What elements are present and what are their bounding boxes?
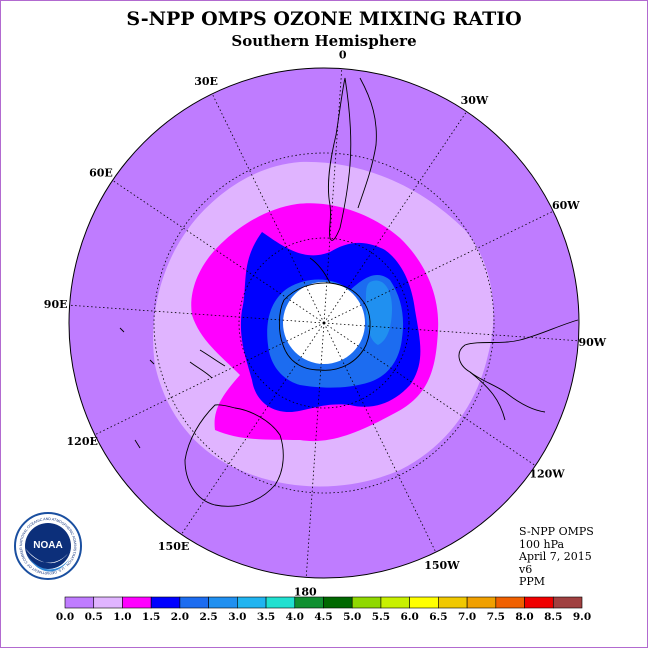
- colorbar-tick-label: 2.5: [199, 611, 217, 623]
- colorbar-swatch: [179, 596, 209, 609]
- colorbar-tick-label: 9.0: [573, 611, 591, 623]
- latitude-grid: [153, 152, 495, 494]
- colorbar-tick-label: 5.0: [343, 611, 361, 623]
- longitude-label: 30E: [194, 75, 218, 88]
- meridian-line: [323, 322, 437, 553]
- south-pole-marker: [322, 321, 326, 325]
- colorbar-tick-label: 1.0: [113, 611, 131, 623]
- meridian-line: [323, 210, 554, 324]
- colorbar-tick-label: 8.0: [515, 611, 533, 623]
- longitude-grid: [69, 68, 579, 578]
- colorbar-swatch: [150, 596, 181, 609]
- longitude-label: 90E: [44, 298, 68, 311]
- meridian-line: [94, 322, 325, 436]
- meridian-line: [305, 322, 325, 578]
- colorbar-swatch: [524, 596, 554, 609]
- coastlines: [119, 77, 579, 507]
- colorbar-tick-label: 4.5: [314, 611, 332, 623]
- colorbar-tick-label: 0.5: [85, 611, 103, 623]
- noaa-logo-ring-text: NATIONAL OCEANIC AND ATMOSPHERIC ADMINIS…: [0, 0, 77, 575]
- colorbar-tick-label: 4.0: [286, 611, 304, 623]
- pressure-level: 100 hPa: [519, 537, 565, 551]
- colorbar-tick-label: 2.0: [171, 611, 189, 623]
- noaa-logo: NOAA NATIONAL OCEANIC AND ATMOSPHERIC AD…: [0, 0, 82, 580]
- longitude-label: 0: [339, 49, 347, 62]
- colorbar-swatch: [208, 596, 238, 609]
- longitude-labels: 90W 60W 30W 0 30E 60E 90E 120E 150E 180 150W 120W: [44, 49, 607, 599]
- colorbar-tick-label: 6.5: [429, 611, 447, 623]
- colorbar-tick-label: 5.5: [372, 611, 390, 623]
- meridian-line: [69, 304, 325, 324]
- colorbar-swatch: [294, 596, 324, 609]
- colorbar-tick-label: 7.5: [487, 611, 505, 623]
- colorbar-swatch: [237, 596, 267, 609]
- svg-text:NATIONAL OCEANIC AND ATMOSPHER: NATIONAL OCEANIC AND ATMOSPHERIC ADMINIS…: [0, 0, 77, 575]
- colorbar-tick-label: 8.5: [544, 611, 562, 623]
- colorbar-tick-label: 3.0: [228, 611, 246, 623]
- meridian-line: [211, 93, 325, 324]
- colorbar-swatch: [351, 596, 382, 609]
- colorbar: 0.0 0.5 1.0 1.5 2.0 2.5 3.0 3.5 4.0 4.5 5.0 5.5 6.0 6…: [56, 596, 591, 623]
- meridian-line: [323, 322, 579, 342]
- longitude-label: 150E: [158, 540, 189, 553]
- observation-date: April 7, 2015: [519, 550, 592, 563]
- colorbar-tick-label: 7.0: [458, 611, 476, 623]
- units: PPM: [519, 575, 546, 588]
- meridian-line: [323, 111, 467, 324]
- longitude-label: 120E: [67, 435, 98, 448]
- colorbar-swatch: [552, 596, 583, 609]
- colorbar-swatch: [64, 596, 95, 609]
- map-subtitle: Southern Hemisphere: [231, 32, 417, 50]
- colorbar-swatch: [93, 596, 123, 609]
- map-title: S-NPP OMPS OZONE MIXING RATIO: [126, 8, 522, 30]
- colorbar-swatch: [466, 596, 497, 609]
- colorbar-tick-label: 1.5: [142, 611, 160, 623]
- longitude-label: 60W: [552, 199, 580, 212]
- instrument-name: S-NPP OMPS: [519, 525, 594, 538]
- map-info: S-NPP OMPS 100 hPa April 7, 2015 v6 PPM: [519, 525, 594, 589]
- colorbar-swatch: [323, 596, 353, 609]
- colorbar-swatch: [122, 596, 152, 609]
- longitude-label: 90W: [579, 336, 607, 349]
- meridian-line: [323, 322, 536, 466]
- meridian-line: [112, 180, 325, 324]
- colorbar-swatch: [409, 596, 439, 609]
- colorbar-swatch: [380, 596, 410, 609]
- meridian-line: [181, 322, 325, 535]
- product-version: v6: [519, 562, 533, 576]
- longitude-label: 180: [294, 585, 317, 598]
- meridian-line: [323, 68, 343, 324]
- colorbar-tick-label: 0.0: [56, 611, 74, 623]
- colorbar-swatch: [495, 596, 525, 609]
- colorbar-swatch: [438, 596, 468, 609]
- longitude-label: 30W: [461, 94, 489, 107]
- longitude-label: 150W: [424, 559, 460, 572]
- colorbar-swatch: [265, 596, 296, 609]
- colorbar-tick-label: 6.0: [401, 611, 419, 623]
- ozone-band-2.5-3.0: [365, 280, 392, 345]
- map-edge: [68, 67, 580, 579]
- colorbar-tick-label: 3.5: [257, 611, 275, 623]
- longitude-label: 60E: [89, 167, 113, 180]
- longitude-label: 120W: [529, 467, 565, 480]
- noaa-logo-text: NOAA: [33, 540, 62, 551]
